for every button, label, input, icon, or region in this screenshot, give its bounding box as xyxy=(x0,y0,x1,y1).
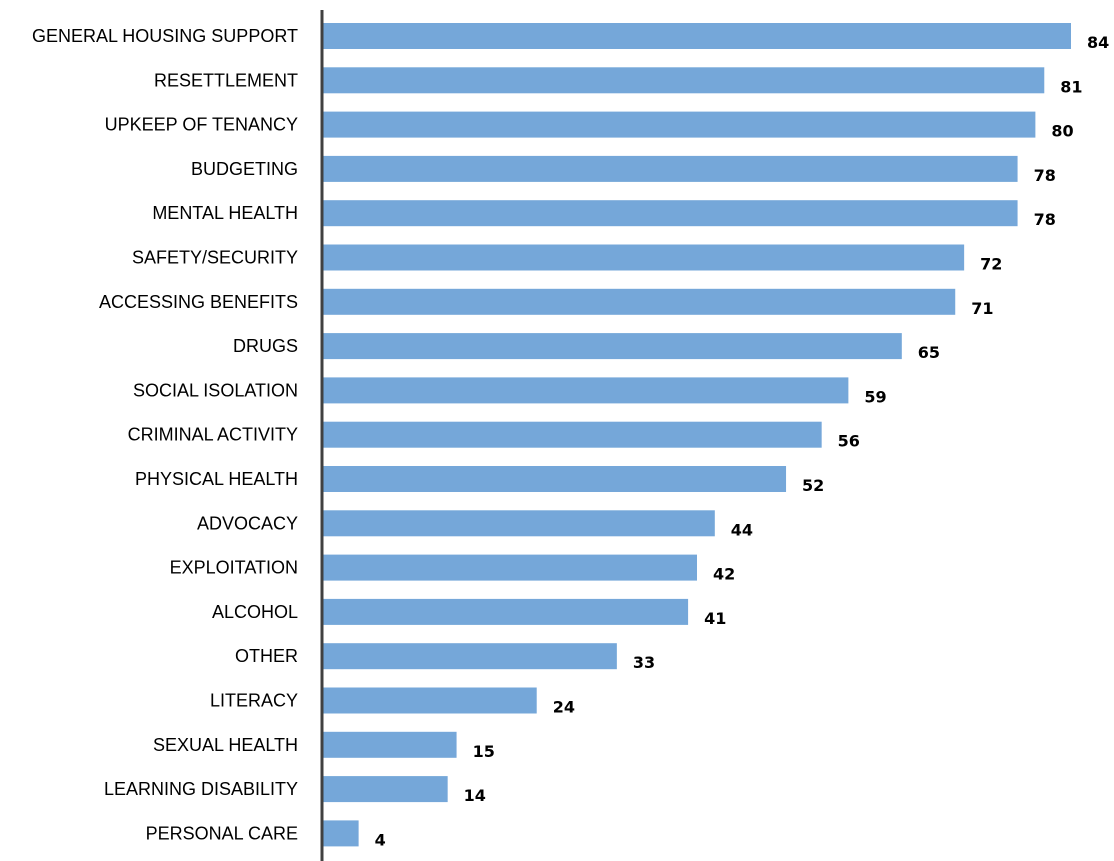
value-label: 24 xyxy=(553,698,575,717)
bar xyxy=(323,111,1036,138)
category-label: MENTAL HEALTH xyxy=(152,203,298,223)
category-label: LEARNING DISABILITY xyxy=(104,779,298,799)
value-label: 81 xyxy=(1060,77,1082,96)
category-label: SAFETY/SECURITY xyxy=(132,248,298,268)
category-label: OTHER xyxy=(235,646,298,666)
value-label: 15 xyxy=(473,742,495,761)
bar xyxy=(323,466,787,492)
value-label: 41 xyxy=(704,609,726,628)
value-label: 72 xyxy=(980,255,1002,274)
category-label: EXPLOITATION xyxy=(170,558,298,578)
category-label: ADVOCACY xyxy=(197,513,298,533)
category-label: ACCESSING BENEFITS xyxy=(99,292,298,312)
value-label: 42 xyxy=(713,565,735,584)
category-label: UPKEEP OF TENANCY xyxy=(105,115,298,135)
category-label: SOCIAL ISOLATION xyxy=(133,380,298,400)
value-label: 33 xyxy=(633,653,655,672)
value-label: 78 xyxy=(1034,210,1056,229)
bar xyxy=(323,643,617,670)
bar xyxy=(323,377,849,404)
value-label: 14 xyxy=(464,786,486,805)
value-label: 59 xyxy=(864,387,886,406)
category-label: BUDGETING xyxy=(191,159,298,179)
value-label: 44 xyxy=(731,520,753,539)
category-label: SEXUAL HEALTH xyxy=(153,735,298,755)
category-label: PERSONAL CARE xyxy=(146,823,298,843)
bar xyxy=(323,333,902,360)
value-label: 56 xyxy=(838,432,860,451)
bar xyxy=(323,244,965,271)
bar xyxy=(323,510,715,537)
value-label: 80 xyxy=(1051,122,1073,141)
bar xyxy=(323,820,359,847)
bar xyxy=(323,421,822,448)
value-label: 84 xyxy=(1087,33,1109,52)
value-label: 52 xyxy=(802,476,824,495)
bar xyxy=(323,155,1018,182)
bars-group xyxy=(323,23,1071,847)
category-label: DRUGS xyxy=(233,336,298,356)
bar xyxy=(323,67,1045,94)
value-label: 78 xyxy=(1034,166,1056,185)
bar xyxy=(323,200,1018,227)
category-labels-group: GENERAL HOUSING SUPPORT RESETTLEMENT UPKEE… xyxy=(32,26,298,843)
category-label: ALCOHOL xyxy=(212,602,298,622)
value-label: 65 xyxy=(918,343,940,362)
category-label: LITERACY xyxy=(210,691,298,711)
bar xyxy=(323,731,457,758)
bar xyxy=(323,598,689,625)
category-label: GENERAL HOUSING SUPPORT xyxy=(32,26,298,46)
category-label: RESETTLEMENT xyxy=(154,70,298,90)
bar xyxy=(323,288,956,315)
bar xyxy=(323,687,537,714)
category-label: CRIMINAL ACTIVITY xyxy=(128,425,298,445)
bar xyxy=(323,23,1071,49)
bar xyxy=(323,554,697,581)
value-label: 4 xyxy=(375,830,386,849)
category-label: PHYSICAL HEALTH xyxy=(135,469,298,489)
value-labels-group: 84 81 80 78 78 72 71 65 59 56 52 44 42 41 33 24 15 14 4 xyxy=(375,33,1110,849)
value-label: 71 xyxy=(971,299,993,318)
bar xyxy=(323,776,448,803)
